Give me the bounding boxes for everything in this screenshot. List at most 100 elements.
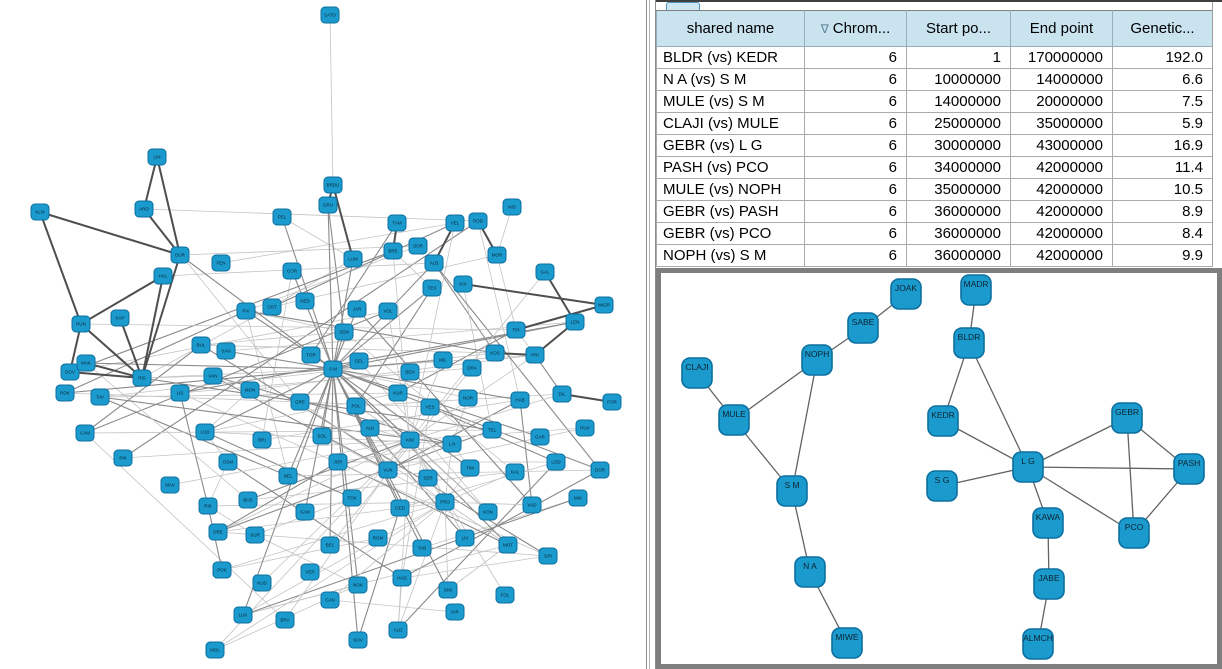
table-cell[interactable]: 192.0 [1112,46,1213,69]
network-node-sor[interactable]: SOR [408,237,428,255]
network-node-dur[interactable]: DUR [170,246,190,264]
network-node-sov[interactable]: SOV [348,631,368,649]
network-node-tok[interactable]: TOK [342,489,362,507]
network-node-sol[interactable]: SOL [312,427,332,445]
network-edge[interactable] [99,352,496,398]
network-edge[interactable] [332,321,576,370]
network-node-cam[interactable]: CAM [75,424,95,442]
network-edge[interactable] [332,368,359,586]
network-node-gar[interactable]: GAR [530,428,550,446]
network-edge[interactable] [249,354,536,391]
network-edge[interactable] [217,461,339,533]
table-cell[interactable]: 36000000 [906,244,1011,267]
network-node-kur[interactable]: KUR [388,384,408,402]
network-edge[interactable] [1027,466,1190,470]
network-edge[interactable] [444,443,453,503]
network-node-tel[interactable]: TEL [482,421,502,439]
network-node-mor[interactable]: MOR [487,246,507,264]
table-cell[interactable]: 36000000 [906,222,1011,245]
network-edge[interactable] [329,599,456,613]
network-node-bra[interactable]: BRA [275,611,295,629]
table-row[interactable]: N A (vs) S M 6 10000000 14000000 6.6 [656,68,1213,91]
network-edge[interactable] [281,216,354,260]
network-edge[interactable] [332,368,521,401]
column-header-start-po[interactable]: Start po... [906,10,1011,47]
network-edge[interactable] [80,323,143,379]
network-edge[interactable] [1126,417,1135,534]
network-edge[interactable] [227,461,403,579]
network-edge[interactable] [409,222,456,441]
table-cell[interactable]: 8.4 [1112,222,1213,245]
network-edge[interactable] [409,393,563,441]
network-edge[interactable] [254,534,359,586]
network-edge[interactable] [200,344,549,557]
network-edge[interactable] [444,501,509,546]
network-node-ned[interactable]: NED [295,292,315,310]
network-edge[interactable] [327,204,334,370]
network-edge[interactable] [39,211,82,325]
table-cell[interactable]: 42000000 [1010,200,1113,223]
network-edge[interactable] [332,287,433,370]
column-header-end-point[interactable]: End point [1010,10,1113,47]
network-node-tes[interactable]: TES [422,279,442,297]
network-edge[interactable] [397,439,411,631]
network-node-nel[interactable]: NEL [278,467,298,485]
network-node-san[interactable]: SAN [216,342,236,360]
table-cell[interactable]: 10000000 [906,68,1011,91]
network-node-gru[interactable]: GRU [318,196,338,214]
network-edge[interactable] [122,220,479,459]
network-edge[interactable] [169,439,411,486]
network-node-pol[interactable]: POL [346,397,366,415]
network-node-ged[interactable]: GED [390,499,410,517]
network-edge[interactable] [64,368,334,394]
network-node-mot[interactable]: MOT [498,536,518,554]
network-node-van[interactable]: VAN [203,367,223,385]
table-cell[interactable]: 43000000 [1010,134,1113,157]
network-edge[interactable] [409,439,506,596]
network-node-ben[interactable]: BEN [400,363,420,381]
network-node-mik[interactable]: MIK [568,489,588,507]
table-cell[interactable]: 42000000 [1010,156,1113,179]
node-noph[interactable]: NOPH [801,344,833,376]
network-node-alb[interactable]: ALB [424,254,444,272]
network-edge[interactable] [245,310,289,477]
table-cell[interactable]: 6.6 [1112,68,1213,91]
network-node-kir[interactable]: KIR [445,603,465,621]
network-edge[interactable] [69,371,143,379]
network-node-tor[interactable]: TOR [301,346,321,364]
network-edge[interactable] [329,367,473,546]
main-network-canvas[interactable]: SATO LIN BRDU MIGR KLM ARO PEL GRU TAM VEL ROD NIS H… [0,0,646,669]
table-cell[interactable]: 16.9 [1112,134,1213,157]
network-edge[interactable] [791,359,818,492]
network-edge[interactable] [287,469,601,477]
table-row[interactable]: MULE (vs) NOPH 6 35000000 42000000 10.5 [656,178,1213,201]
network-node-ald[interactable]: ALD [388,621,408,639]
network-node-pro[interactable]: PRO [435,493,455,511]
network-node-migr[interactable]: MIGR [594,296,614,314]
network-node-tim[interactable]: TIM [460,459,480,477]
network-node-sem[interactable]: SEM [334,323,354,341]
network-node-sam[interactable]: SAM [295,503,315,521]
cell-shared-name[interactable]: MULE (vs) S M [656,90,805,113]
node-mule[interactable]: MULE [718,404,750,436]
table-cell[interactable]: 5.9 [1112,112,1213,135]
network-edge[interactable] [85,362,249,501]
table-row[interactable]: CLAJI (vs) MULE 6 25000000 35000000 5.9 [656,112,1213,135]
network-edge[interactable] [119,317,143,379]
network-edge[interactable] [141,368,334,379]
network-node-ves[interactable]: VES [420,398,440,416]
table-scrollbar-gutter[interactable] [1212,2,1222,263]
cell-shared-name[interactable]: NOPH (vs) S M [656,244,805,267]
network-node-hab[interactable]: HAB [510,391,530,409]
node-almch[interactable]: ALMCH [1022,628,1054,660]
network-node-nok[interactable]: NOK [348,576,368,594]
network-node-tir[interactable]: TIR [506,321,526,339]
network-edge[interactable] [421,497,579,549]
node-pco[interactable]: PCO [1118,517,1150,549]
table-cell[interactable]: 30000000 [906,134,1011,157]
network-edge[interactable] [156,156,181,256]
network-node-lin[interactable]: LIN [147,148,167,166]
network-node-luk[interactable]: LUK [233,606,253,624]
network-node-vuk[interactable]: VUK [378,461,398,479]
